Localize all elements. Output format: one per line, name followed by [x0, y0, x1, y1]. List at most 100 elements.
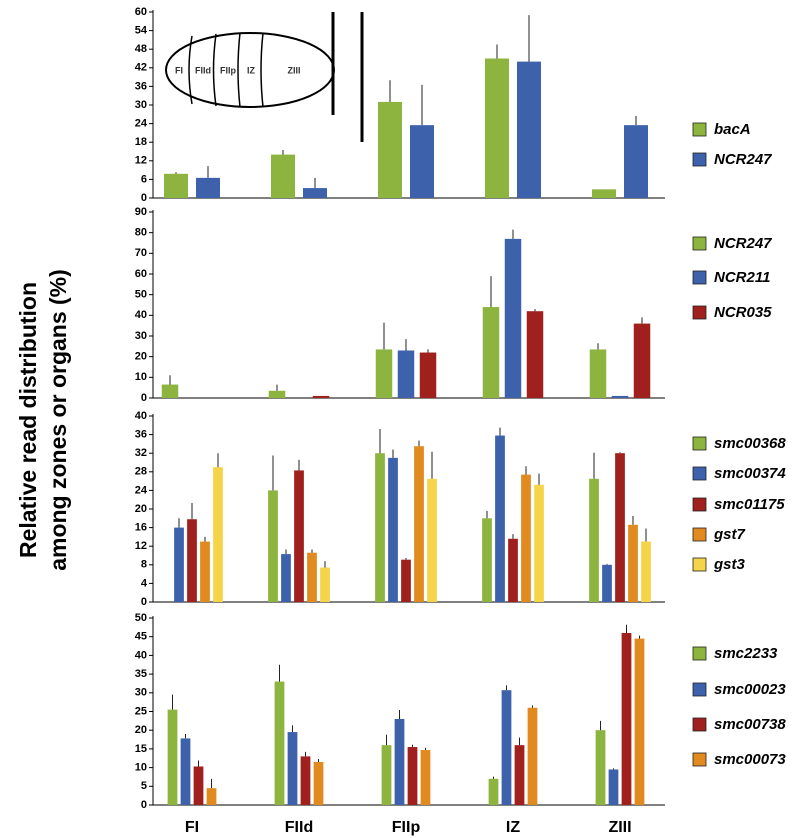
- bar: [407, 747, 418, 805]
- bar: [624, 125, 648, 198]
- bar: [164, 173, 188, 198]
- y-tick-label: 20: [135, 351, 147, 363]
- y-tick-label: 80: [135, 227, 147, 239]
- bar: [294, 470, 304, 602]
- bar: [161, 384, 179, 398]
- bar: [504, 238, 522, 398]
- zone-dividers: [188, 32, 264, 108]
- legend-label: gst3: [713, 556, 746, 573]
- legend-label: smc00738: [714, 716, 786, 733]
- y-tick-label: 60: [135, 268, 147, 280]
- y-tick-label: 45: [135, 631, 147, 643]
- bar: [180, 738, 191, 805]
- bar: [401, 559, 411, 602]
- y-tick-label: 12: [135, 540, 147, 552]
- y-tick-label: 30: [135, 330, 147, 342]
- y-tick-label: 10: [135, 371, 147, 383]
- legend-label: NCR035: [714, 304, 772, 321]
- bar: [419, 352, 437, 398]
- y-tick-label: 0: [141, 596, 147, 608]
- y-tick-label: 60: [135, 6, 147, 18]
- zone-label: ZIII: [288, 65, 301, 75]
- y-tick-label: 0: [141, 192, 147, 204]
- y-tick-label: 48: [135, 43, 147, 55]
- y-tick-label: 35: [135, 668, 147, 680]
- legend-label: NCR247: [714, 151, 772, 168]
- bar: [608, 769, 619, 805]
- y-tick-label: 5: [141, 780, 147, 792]
- legend-swatch: [692, 752, 707, 767]
- bar: [482, 518, 492, 602]
- bar: [621, 632, 632, 805]
- bar: [488, 778, 499, 805]
- y-tick-label: 20: [135, 503, 147, 515]
- bar: [381, 745, 392, 805]
- bar: [200, 541, 210, 602]
- bar: [287, 732, 298, 805]
- y-tick-label: 24: [135, 484, 148, 496]
- y-tick-label: 4: [141, 577, 148, 589]
- legend-swatch: [692, 717, 707, 732]
- y-tick-label: 0: [141, 392, 147, 404]
- y-tick-label: 0: [141, 799, 147, 811]
- legend-swatch: [692, 305, 707, 320]
- y-tick-label: 50: [135, 289, 147, 301]
- zone-label: FIId: [195, 65, 211, 75]
- bar: [508, 538, 518, 602]
- y-tick-label: 15: [135, 743, 147, 755]
- bar: [595, 730, 606, 805]
- y-tick-label: 70: [135, 247, 147, 259]
- legend-label: NCR247: [714, 235, 772, 252]
- bar: [300, 756, 311, 805]
- legend-label: smc00374: [714, 465, 786, 482]
- legend-swatch: [692, 497, 707, 512]
- bar: [410, 125, 434, 198]
- bar: [521, 474, 531, 602]
- legend-label: smc00073: [714, 751, 786, 768]
- x-tick-label: ZIII: [608, 819, 631, 836]
- y-tick-label: 10: [135, 762, 147, 774]
- y-axis-title: Relative read distribution among zones o…: [15, 269, 71, 571]
- y-tick-label: 28: [135, 466, 147, 478]
- bar: [517, 61, 541, 198]
- bar: [427, 478, 437, 602]
- y-tick-label: 32: [135, 447, 147, 459]
- legend-label: bacA: [714, 121, 751, 138]
- bar: [174, 527, 184, 602]
- legend-label: smc01175: [714, 496, 785, 513]
- y-tick-label: 36: [135, 429, 147, 441]
- legend-label: gst7: [713, 526, 746, 543]
- bar: [320, 567, 330, 602]
- legend-swatch: [692, 236, 707, 251]
- y-tick-label: 18: [135, 136, 147, 148]
- y-tick-label: 6: [141, 173, 147, 185]
- y-tick-label: 50: [135, 612, 147, 624]
- legend-swatch: [692, 646, 707, 661]
- bar: [375, 453, 385, 602]
- bar: [281, 554, 291, 602]
- bar: [167, 709, 178, 805]
- y-tick-label: 30: [135, 687, 147, 699]
- legend-swatch: [692, 122, 707, 137]
- y-tick-label: 40: [135, 410, 147, 422]
- legend-label: smc00023: [714, 681, 786, 698]
- bar: [307, 552, 317, 602]
- bar: [206, 788, 217, 805]
- legend-label: smc2233: [714, 645, 778, 662]
- bar: [615, 453, 625, 602]
- legend-swatch: [692, 436, 707, 451]
- legend-label: NCR211: [714, 269, 770, 286]
- y-tick-label: 8: [141, 559, 147, 571]
- y-tick-label: 30: [135, 99, 147, 111]
- y-tick-label: 54: [135, 25, 148, 37]
- bar: [196, 177, 220, 198]
- bar: [485, 58, 509, 198]
- y-tick-label: 42: [135, 62, 147, 74]
- zone-label: IZ: [247, 65, 256, 75]
- y-tick-label: 40: [135, 649, 147, 661]
- bar: [501, 690, 512, 805]
- legend-swatch: [692, 527, 707, 542]
- x-tick-label: IZ: [506, 819, 520, 836]
- bar: [375, 349, 393, 398]
